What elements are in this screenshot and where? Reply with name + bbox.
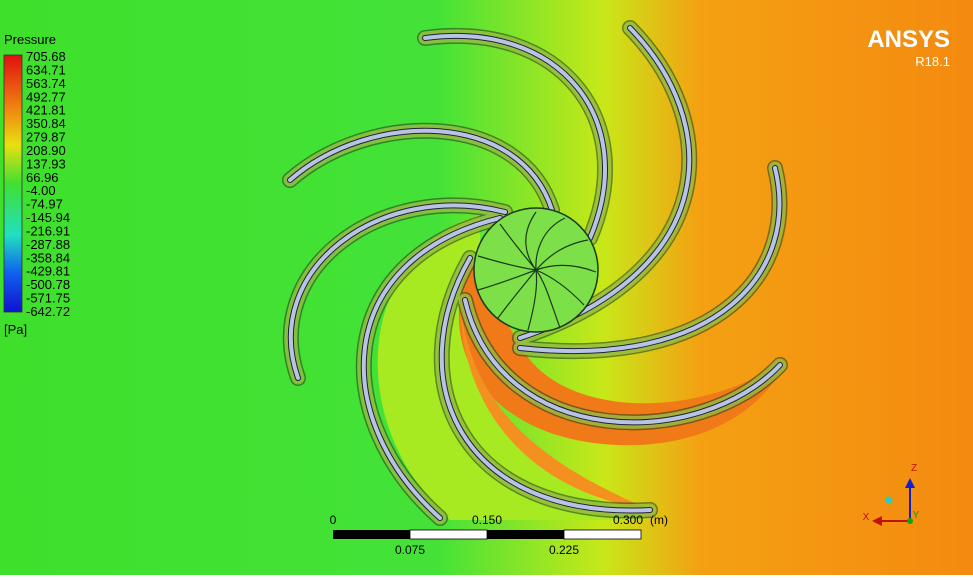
legend-label: 492.77 [26, 89, 66, 104]
scale-label: 0.225 [549, 543, 579, 557]
legend-labels: 705.68634.71563.74492.77421.81350.84279.… [26, 49, 70, 319]
legend-label: -358.84 [26, 250, 70, 265]
legend-label: 421.81 [26, 103, 66, 118]
scale-label: 0.075 [395, 543, 425, 557]
scale-unit: (m) [650, 513, 668, 527]
legend-label: -145.94 [26, 210, 70, 225]
legend-label: 208.90 [26, 143, 66, 158]
scale-bar [333, 529, 642, 540]
legend-label: -216.91 [26, 223, 70, 238]
legend-label: 563.74 [26, 76, 66, 91]
scale-label: 0 [330, 513, 337, 527]
legend-label: 137.93 [26, 156, 66, 171]
legend-label: -74.97 [26, 197, 63, 212]
color-bar [3, 54, 23, 313]
axis-label: Y [913, 510, 920, 521]
legend-title: Pressure [4, 32, 56, 47]
legend-label: 705.68 [26, 49, 66, 64]
legend-unit: [Pa] [4, 322, 27, 337]
legend-label: 350.84 [26, 116, 66, 131]
blades [282, 20, 788, 526]
legend-label: -642.72 [26, 304, 70, 319]
legend-label: 66.96 [26, 170, 59, 185]
legend-label: -4.00 [26, 183, 56, 198]
legend-label: 634.71 [26, 62, 66, 77]
axis-label: Z [911, 463, 917, 474]
legend-label: -287.88 [26, 237, 70, 252]
legend-label: -571.75 [26, 291, 70, 306]
legend-label: -429.81 [26, 264, 70, 279]
version: R18.1 [915, 54, 950, 69]
logo: ANSYS [867, 26, 950, 53]
legend-label: -500.78 [26, 277, 70, 292]
legend-label: 279.87 [26, 130, 66, 145]
axis-triad [872, 478, 915, 526]
scale-label: 0.150 [472, 513, 502, 527]
scale-label: 0.300 [613, 513, 643, 527]
rotor [473, 207, 599, 333]
region [460, 300, 650, 510]
axis-label: X [863, 512, 870, 523]
